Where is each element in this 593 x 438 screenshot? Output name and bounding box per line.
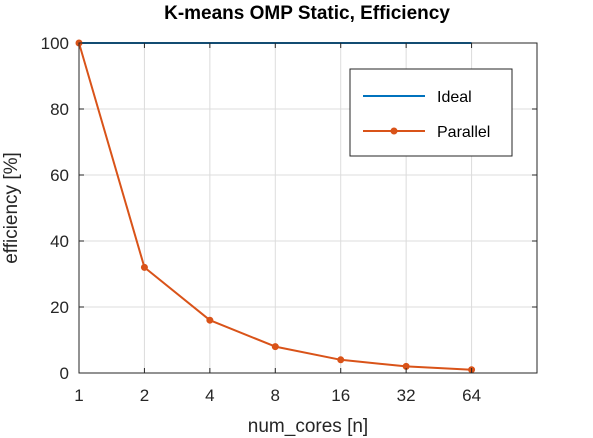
y-tick-label: 80	[50, 100, 69, 119]
y-tick-label: 100	[41, 34, 69, 53]
data-point-parallel	[271, 343, 279, 351]
x-tick-label: 8	[271, 386, 280, 405]
x-tick-label: 4	[205, 386, 214, 405]
legend-label-ideal: Ideal	[437, 89, 472, 106]
x-tick-label: 32	[397, 386, 416, 405]
legend-label-parallel: Parallel	[437, 124, 490, 141]
y-tick-label: 60	[50, 166, 69, 185]
chart-title: K-means OMP Static, Efficiency	[164, 3, 450, 24]
x-tick-label: 2	[140, 386, 149, 405]
legend-marker-parallel	[390, 127, 398, 135]
y-tick-label: 40	[50, 232, 69, 251]
legend-box	[349, 68, 513, 157]
y-tick-label: 0	[60, 364, 69, 383]
x-axis-label: num_cores [n]	[248, 416, 368, 437]
y-axis-label: efficiency [%]	[1, 152, 22, 264]
x-tick-label: 16	[331, 386, 350, 405]
data-point-parallel	[140, 263, 148, 271]
legend: Ideal Parallel	[349, 68, 513, 157]
x-tick-label: 64	[462, 386, 481, 405]
plot-frame	[78, 42, 538, 374]
y-tick-label: 20	[50, 298, 69, 317]
x-tick-label: 1	[74, 386, 83, 405]
data-point-parallel	[206, 316, 214, 324]
data-point-parallel	[337, 356, 345, 364]
axis-ticks: 1 2 4 8 16 32 64 0 20 40 60 80 100	[41, 34, 537, 405]
